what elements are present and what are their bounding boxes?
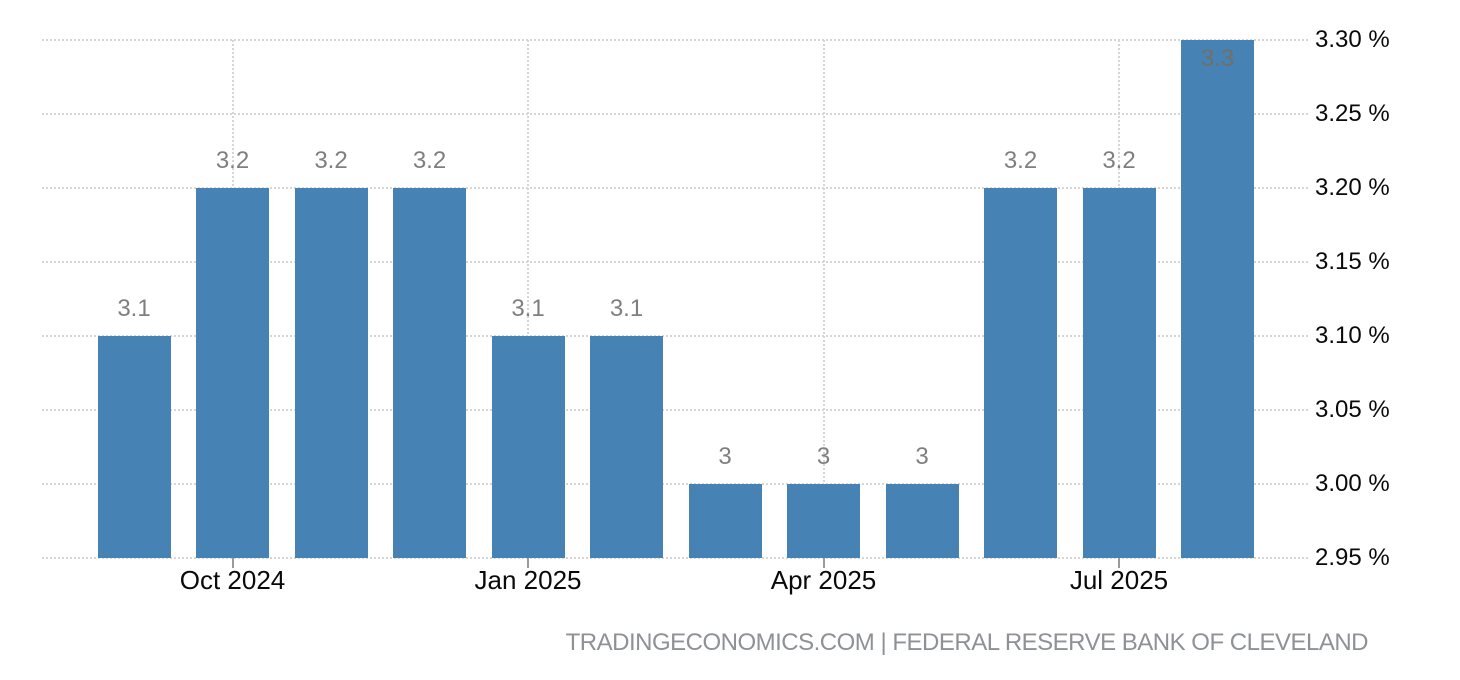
bar-value-label: 3.1 [609,295,644,322]
y-axis-tick-label: 3.20 % [1315,174,1390,201]
source-attribution: TRADINGECONOMICS.COM | FEDERAL RESERVE B… [565,629,1369,656]
v-gridline [822,40,825,558]
bar[interactable] [787,484,860,558]
y-axis-tick-label: 2.95 % [1315,544,1390,571]
bar[interactable] [590,336,663,558]
x-axis-label: Oct 2024 [179,565,286,595]
bar-value-label: 3.1 [511,295,545,322]
h-gridline [42,557,1308,559]
bar[interactable] [196,188,269,558]
h-gridline [42,261,1308,263]
bar-value-label: 3.2 [314,147,348,174]
h-gridline [42,39,1308,41]
bar-value-label: 3.3 [1200,45,1235,72]
bar[interactable] [97,336,171,558]
bar[interactable] [294,188,368,558]
y-axis-tick-label: 3.30 % [1315,26,1390,53]
bar-value-label: 3.2 [412,147,447,174]
bar-value-label: 3.2 [1003,147,1038,174]
x-axis-label: Apr 2025 [770,565,877,595]
y-axis-tick-label: 3.25 % [1315,100,1390,127]
bar-value-label: 3.1 [117,295,151,322]
h-gridline [42,335,1308,337]
bar-value-label: 3 [915,443,929,470]
bar[interactable] [1082,188,1156,558]
y-axis-tick-label: 3.00 % [1315,470,1390,497]
bar-value-label: 3 [816,443,831,470]
h-gridline [42,113,1308,115]
h-gridline [42,483,1308,485]
bar[interactable] [393,188,466,558]
h-gridline [42,187,1308,189]
x-axis-label: Jan 2025 [474,565,582,595]
bar-value-label: 3.2 [1102,147,1136,174]
y-axis-tick-label: 3.15 % [1315,248,1390,275]
x-axis-tick-mark [1118,558,1120,568]
x-axis-tick-mark [527,558,529,568]
bar[interactable] [688,484,762,558]
h-gridline [42,409,1308,411]
bar[interactable] [1181,40,1254,558]
bar[interactable] [491,336,565,558]
v-gridline [527,40,529,558]
y-axis-tick-label: 3.05 % [1315,396,1390,423]
bar[interactable] [984,188,1057,558]
bar-value-label: 3.2 [215,147,250,174]
x-axis-tick-mark [231,558,234,568]
bar-value-label: 3 [718,443,732,470]
y-axis-tick-label: 3.10 % [1315,322,1390,349]
x-axis-label: Jul 2025 [1069,565,1169,595]
x-axis-tick-mark [822,558,825,568]
bar[interactable] [885,484,959,558]
